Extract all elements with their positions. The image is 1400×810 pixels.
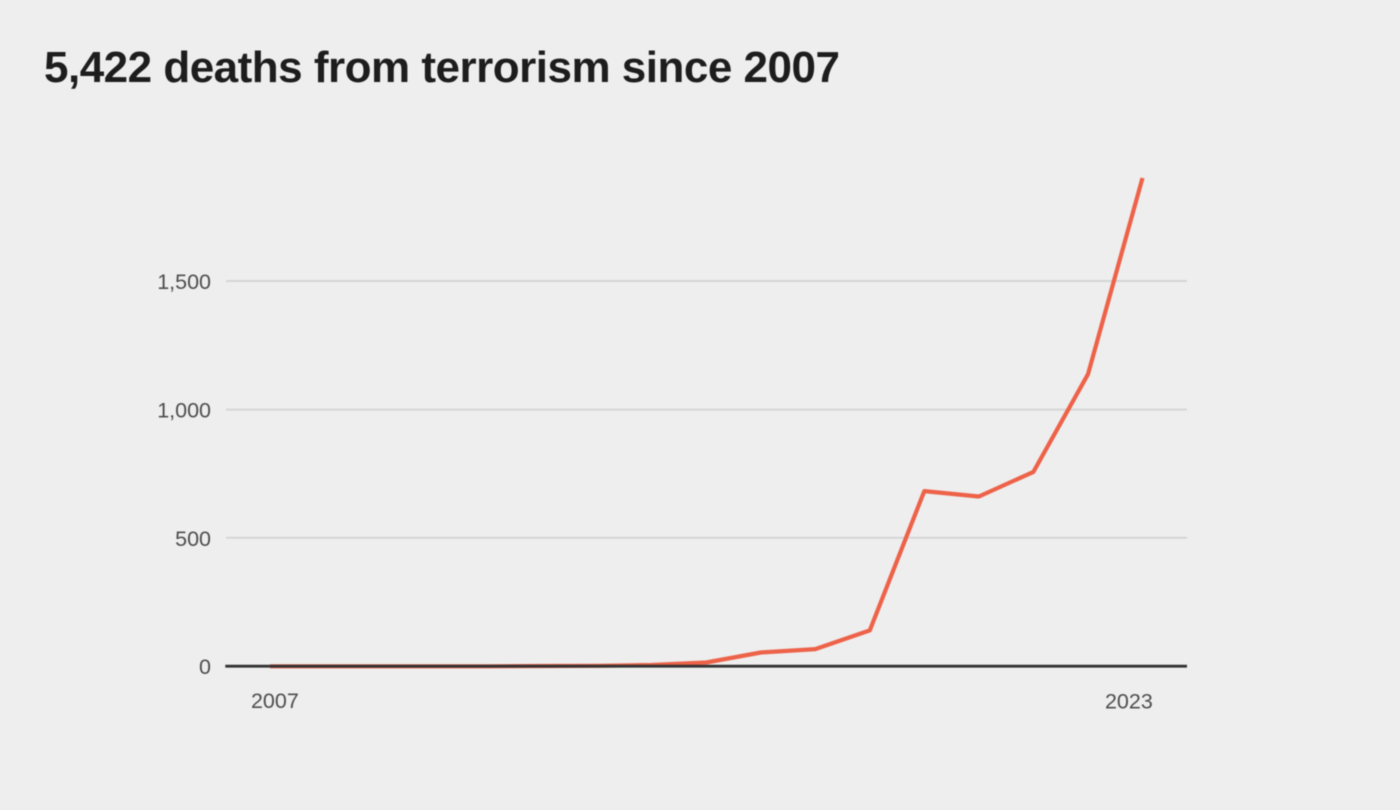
- svg-text:2007: 2007: [251, 689, 299, 713]
- svg-text:5,422 deaths from terrorism si: 5,422 deaths from terrorism since 2007: [44, 43, 839, 92]
- svg-text:500: 500: [175, 527, 211, 551]
- svg-text:2023: 2023: [1105, 689, 1153, 713]
- svg-text:1,000: 1,000: [157, 399, 211, 423]
- svg-text:1,500: 1,500: [157, 270, 211, 294]
- svg-text:0: 0: [199, 655, 211, 679]
